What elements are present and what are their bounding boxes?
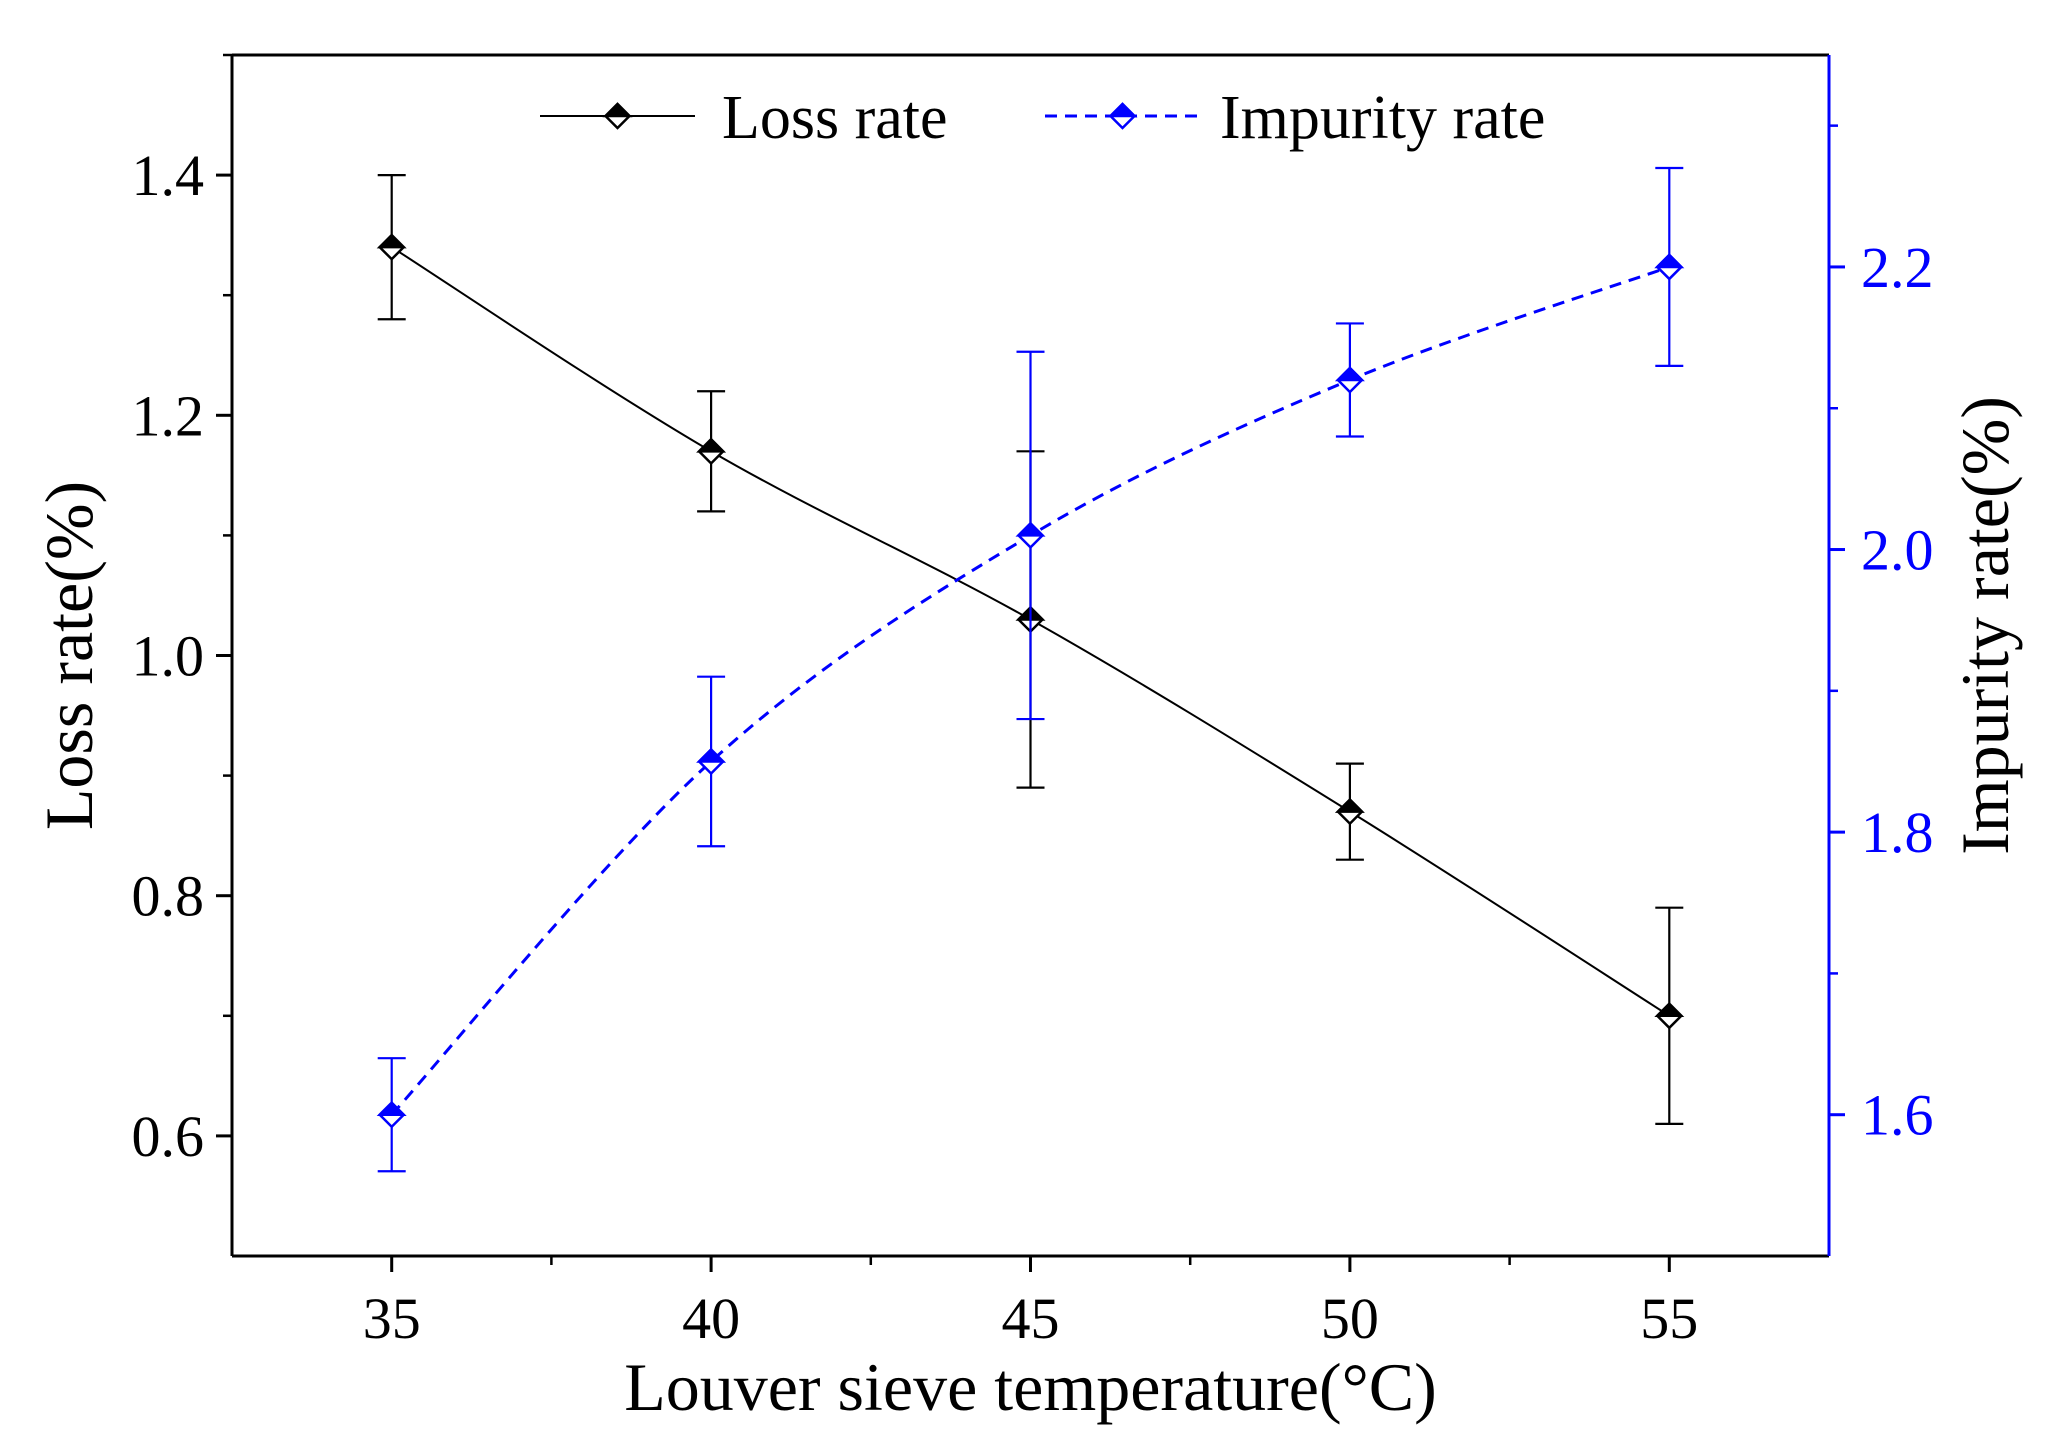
impurity-rate-point-fill [376, 1100, 407, 1116]
left-y-tick-label: 0.6 [132, 1104, 205, 1169]
left-y-axis-title: Loss rate(%) [31, 481, 107, 830]
legend-loss-rate-marker [602, 102, 633, 130]
right-y-tick-label: 2.0 [1861, 518, 1934, 583]
right-y-tick-label: 2.2 [1861, 235, 1934, 300]
loss-rate-point-fill [1334, 797, 1365, 813]
impurity-rate-point [1015, 521, 1046, 550]
impurity-rate-point-fill [696, 747, 727, 763]
loss-rate-point [376, 233, 407, 261]
impurity-rate-point-fill [1654, 253, 1685, 269]
impurity-rate-point [376, 1100, 407, 1129]
legend-impurity-rate-marker-fill [1107, 102, 1138, 118]
right-y-tick-label: 1.6 [1861, 1083, 1934, 1148]
left-y-tick-label: 1.4 [132, 143, 205, 208]
x-tick-label: 45 [1002, 1286, 1060, 1351]
legend-loss-rate-marker-fill [602, 102, 633, 118]
x-tick-label: 40 [682, 1286, 740, 1351]
loss-rate-point-fill [1654, 1002, 1685, 1018]
impurity-rate-point [696, 747, 727, 776]
x-tick-label: 55 [1640, 1286, 1698, 1351]
loss-rate-point [696, 437, 727, 466]
x-axis-title: Louver sieve temperature(°C) [624, 1349, 1437, 1425]
left-y-tick-label: 1.0 [132, 624, 205, 689]
impurity-rate-line [390, 265, 1670, 1116]
impurity-rate-point [1334, 366, 1365, 394]
x-tick-label: 35 [363, 1286, 421, 1351]
legend-impurity-rate-marker [1107, 102, 1138, 130]
legend-impurity-rate-label: Impurity rate [1220, 84, 1545, 152]
impurity-rate-point [1654, 253, 1685, 281]
x-tick-label: 50 [1321, 1286, 1379, 1351]
plot-area [376, 166, 1685, 1173]
legend: Loss rate Impurity rate [540, 84, 1545, 152]
loss-rate-point [1654, 1002, 1685, 1030]
loss-rate-point-fill [376, 233, 407, 249]
left-y-tick-label: 1.2 [132, 383, 205, 448]
loss-rate-point [1334, 797, 1365, 826]
legend-loss-rate-label: Loss rate [722, 84, 948, 152]
impurity-rate-point-fill [1015, 521, 1046, 537]
impurity-rate-point-fill [1334, 366, 1365, 382]
left-y-tick-label: 0.8 [132, 864, 205, 929]
right-y-axis-title: Impurity rate(%) [1947, 396, 2023, 855]
loss-rate-point-fill [696, 437, 727, 453]
axes: 35 40 45 50 55 0.6 0.8 1.0 1.2 1.4 1.6 1.8 2.0 2.2 [132, 53, 1934, 1351]
right-y-tick-label: 1.8 [1861, 800, 1934, 865]
